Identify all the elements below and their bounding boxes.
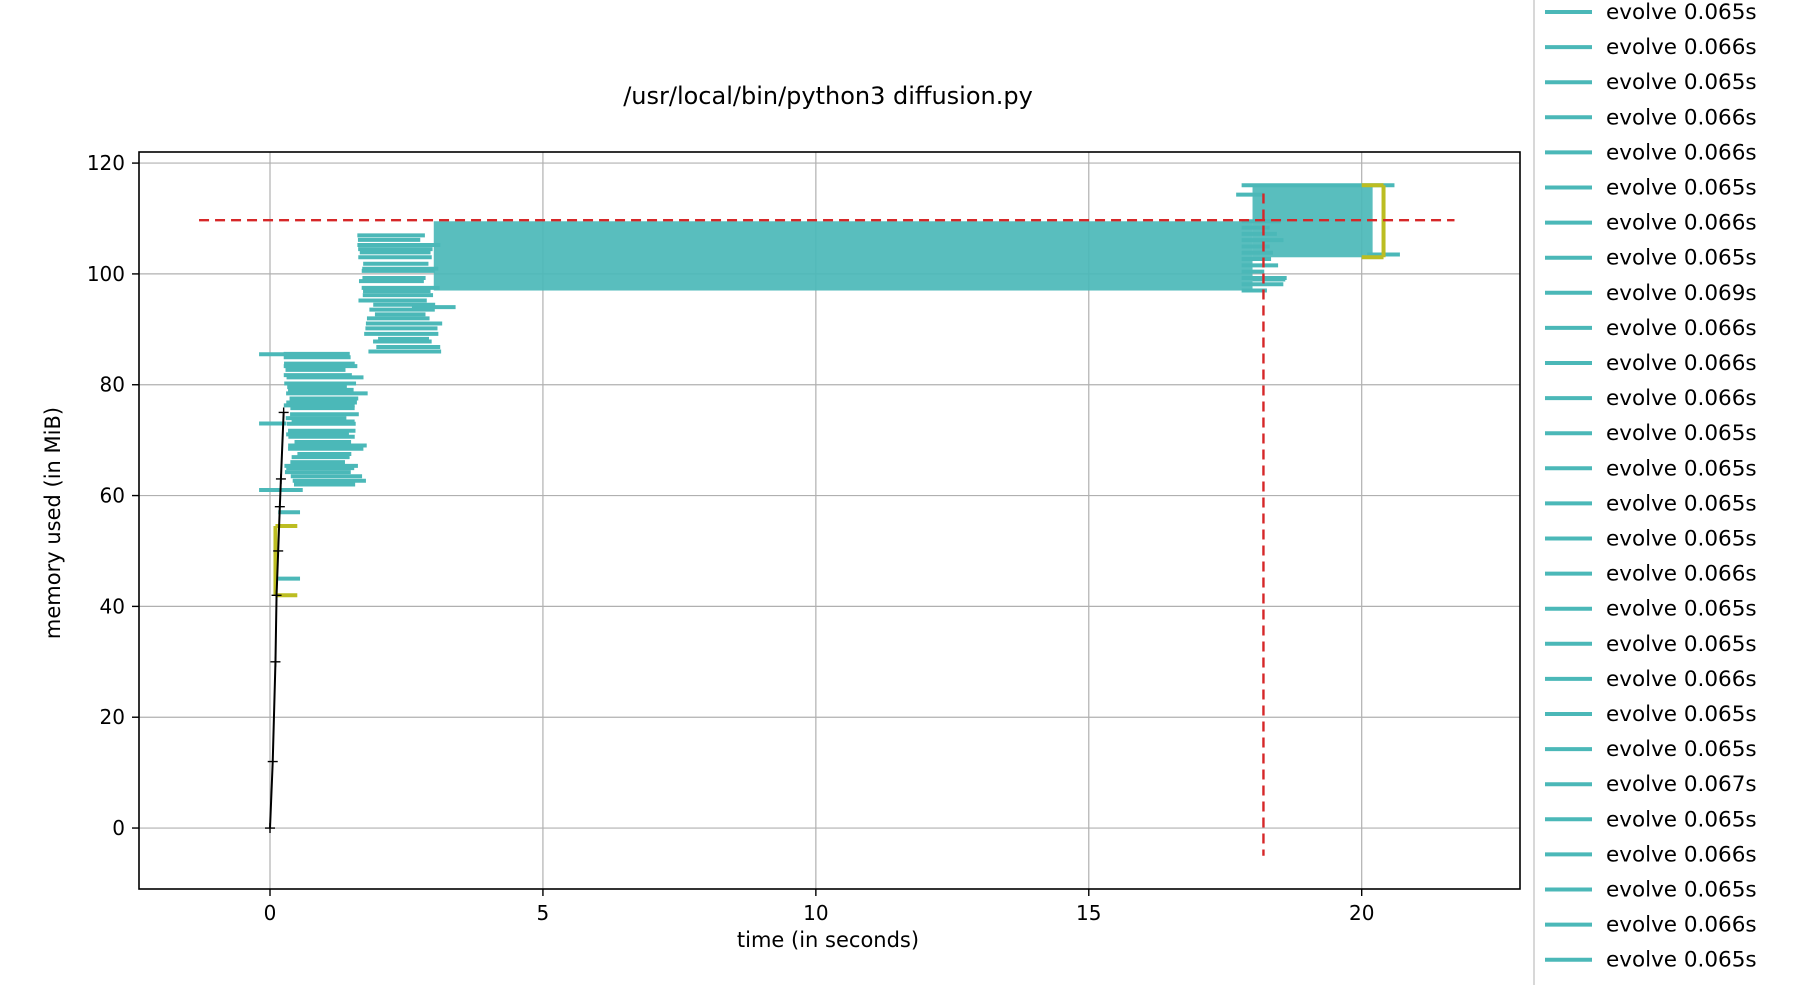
legend-entry: evolve 0.065s [1606,527,1757,552]
legend-entry: evolve 0.065s [1606,737,1757,762]
memory-sample-marker [270,656,281,667]
legend-entry: evolve 0.066s [1606,140,1757,165]
y-tick-label: 20 [100,705,125,729]
legend-entry: evolve 0.065s [1606,597,1757,622]
y-tick-label: 120 [87,151,125,175]
legend-entry: evolve 0.065s [1606,421,1757,446]
y-tick-label: 80 [100,373,125,397]
legend-entry: evolve 0.066s [1606,386,1757,411]
axis-ticks: 0 5 10 15 20 0 20 40 60 80 100 120 [87,151,1375,925]
y-tick-label: 60 [100,484,125,508]
legend-entry: evolve 0.067s [1606,772,1757,797]
x-axis-label: time (in seconds) [737,928,919,952]
legend-entry: evolve 0.066s [1606,105,1757,130]
legend-entry: evolve 0.066s [1606,913,1757,938]
legend-entry: evolve 0.065s [1606,632,1757,657]
y-tick-label: 100 [87,262,125,286]
legend-entry: evolve 0.066s [1606,316,1757,341]
legend-entry: evolve 0.066s [1606,667,1757,692]
memory-line [265,407,289,834]
legend-entry: evolve 0.066s [1606,562,1757,587]
memory-sample-marker [265,823,276,834]
legend-entry: evolve 0.065s [1606,456,1757,481]
legend-entry: evolve 0.065s [1606,948,1757,973]
x-tick-label: 5 [537,901,550,925]
y-tick-label: 40 [100,594,125,618]
legend-entry: evolve 0.065s [1606,702,1757,727]
max-memory-markers [199,193,1455,856]
evolve-call-brackets [259,183,1400,581]
legend-entry: evolve 0.065s [1606,176,1757,201]
legend-entry: evolve 0.069s [1606,281,1757,306]
plot-frame [138,151,1521,890]
evolve-main-block [433,221,1253,291]
legend-entry: evolve 0.066s [1606,211,1757,236]
memory-sample-marker [274,501,285,512]
legend-entry: evolve 0.066s [1606,351,1757,376]
x-tick-label: 20 [1349,901,1374,925]
legend-entry: evolve 0.065s [1606,878,1757,903]
y-axis-label: memory used (in MiB) [41,407,65,639]
legend-entry: evolve 0.066s [1606,35,1757,60]
chart-title: /usr/local/bin/python3 diffusion.py [623,82,1033,110]
legend: evolve 0.065s evolve 0.066s evolve 0.065s e… [1533,0,1757,985]
memory-sample-marker [273,545,284,556]
x-tick-label: 15 [1076,901,1101,925]
legend-entry: evolve 0.065s [1606,807,1757,832]
legend-entry: evolve 0.065s [1606,491,1757,516]
x-tick-label: 10 [803,901,828,925]
y-tick-label: 0 [112,816,125,840]
memory-sample-marker [278,407,289,418]
legend-entry: evolve 0.065s [1606,70,1757,95]
memory-sample-marker [267,756,278,767]
legend-entry: evolve 0.065s [1606,246,1757,271]
x-tick-label: 0 [264,901,277,925]
legend-entry: evolve 0.065s [1606,0,1757,25]
legend-entry: evolve 0.066s [1606,842,1757,867]
memory-sample-marker [271,590,282,601]
memory-sample-marker [275,473,286,484]
